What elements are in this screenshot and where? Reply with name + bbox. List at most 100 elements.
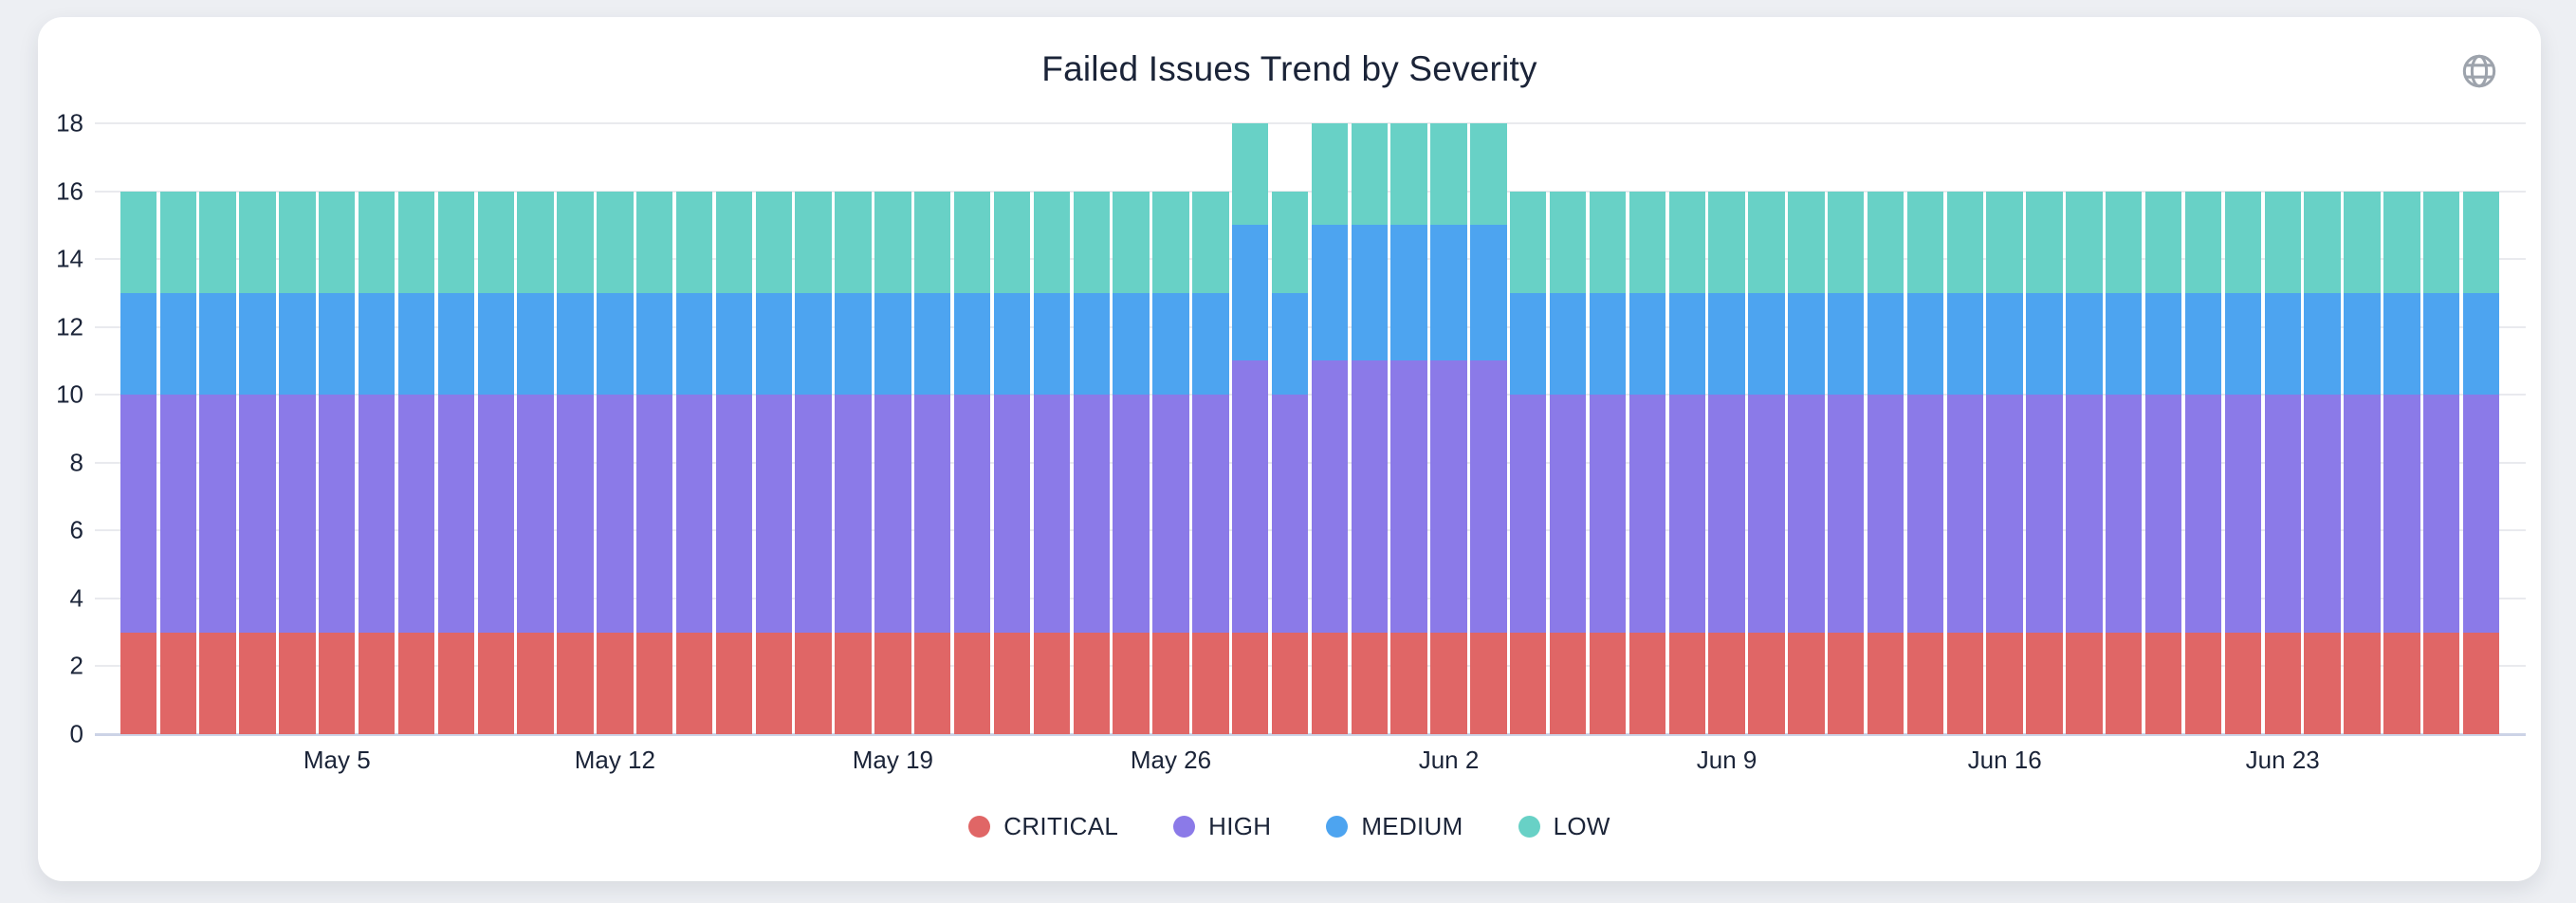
bar-segment-medium-may-5[interactable] <box>319 292 356 396</box>
bar-segment-critical-may-5[interactable] <box>319 632 356 734</box>
bar-segment-low-jun-27[interactable] <box>2422 191 2460 293</box>
bar-segment-medium-jun-19[interactable] <box>2106 292 2143 396</box>
bar-segment-high-may-1[interactable] <box>159 395 197 633</box>
bar-segment-critical-may-22[interactable] <box>993 632 1031 734</box>
bar-segment-low-jun-24[interactable] <box>2304 191 2341 293</box>
bar-segment-low-may-30[interactable] <box>1311 123 1349 226</box>
bar-segment-critical-jun-26[interactable] <box>2383 632 2420 734</box>
bar-segment-medium-may-30[interactable] <box>1311 225 1349 361</box>
bar-segment-high-may-7[interactable] <box>397 395 435 633</box>
bar-segment-medium-may-12[interactable] <box>597 292 634 396</box>
bar-segment-medium-may-11[interactable] <box>557 292 594 396</box>
bar-segment-critical-may-16[interactable] <box>755 632 793 734</box>
bar-segment-low-may-18[interactable] <box>835 191 872 293</box>
bar-segment-low-may-29[interactable] <box>1271 191 1309 293</box>
bar-segment-low-jun-21[interactable] <box>2184 191 2222 293</box>
bar-segment-high-jun-12[interactable] <box>1827 395 1865 633</box>
bar-segment-critical-may-11[interactable] <box>557 632 594 734</box>
bar-segment-low-jun-15[interactable] <box>1946 191 1984 293</box>
bar-segment-high-may-26[interactable] <box>1152 395 1189 633</box>
bar-segment-critical-may-12[interactable] <box>597 632 634 734</box>
bar-segment-medium-may-13[interactable] <box>635 292 673 396</box>
bar-segment-critical-jun-7[interactable] <box>1628 632 1666 734</box>
bar-segment-high-jun-22[interactable] <box>2224 395 2262 633</box>
bar-segment-critical-jun-6[interactable] <box>1589 632 1627 734</box>
bar-segment-critical-jun-28[interactable] <box>2462 632 2500 734</box>
bar-segment-critical-may-25[interactable] <box>1113 632 1150 734</box>
bar-segment-low-apr-30[interactable] <box>120 191 157 293</box>
bar-segment-medium-jun-28[interactable] <box>2462 292 2500 396</box>
bar-segment-high-jun-3[interactable] <box>1470 360 1507 633</box>
bar-segment-low-jun-17[interactable] <box>2026 191 2063 293</box>
bar-segment-medium-jun-16[interactable] <box>1986 292 2023 396</box>
bar-segment-medium-may-2[interactable] <box>199 292 236 396</box>
bar-segment-critical-jun-18[interactable] <box>2066 632 2103 734</box>
bar-segment-critical-may-26[interactable] <box>1152 632 1189 734</box>
bar-segment-critical-may-3[interactable] <box>239 632 276 734</box>
bar-segment-high-jun-9[interactable] <box>1708 395 1745 633</box>
bar-segment-low-may-24[interactable] <box>1073 191 1110 293</box>
bar-segment-high-may-13[interactable] <box>635 395 673 633</box>
bar-segment-medium-apr-30[interactable] <box>120 292 157 396</box>
bar-segment-critical-may-13[interactable] <box>635 632 673 734</box>
bar-segment-medium-may-21[interactable] <box>953 292 991 396</box>
bar-segment-critical-apr-30[interactable] <box>120 632 157 734</box>
bar-segment-critical-jun-12[interactable] <box>1827 632 1865 734</box>
bar-segment-high-may-20[interactable] <box>914 395 951 633</box>
bar-segment-medium-jun-26[interactable] <box>2383 292 2420 396</box>
bar-segment-low-may-19[interactable] <box>874 191 911 293</box>
bar-segment-medium-may-3[interactable] <box>239 292 276 396</box>
bar-segment-high-jun-21[interactable] <box>2184 395 2222 633</box>
bar-segment-high-may-22[interactable] <box>993 395 1031 633</box>
bar-segment-high-jun-15[interactable] <box>1946 395 1984 633</box>
bar-segment-low-may-17[interactable] <box>795 191 832 293</box>
bar-segment-low-may-16[interactable] <box>755 191 793 293</box>
bar-segment-medium-may-1[interactable] <box>159 292 197 396</box>
bar-segment-high-may-8[interactable] <box>437 395 475 633</box>
bar-segment-high-may-21[interactable] <box>953 395 991 633</box>
bar-segment-low-jun-5[interactable] <box>1549 191 1587 293</box>
bar-segment-critical-jun-25[interactable] <box>2344 632 2381 734</box>
bar-segment-critical-may-15[interactable] <box>715 632 753 734</box>
bar-segment-low-jun-6[interactable] <box>1589 191 1627 293</box>
bar-segment-low-may-11[interactable] <box>557 191 594 293</box>
bar-segment-medium-jun-11[interactable] <box>1788 292 1825 396</box>
bar-segment-high-jun-20[interactable] <box>2144 395 2182 633</box>
bar-segment-low-may-27[interactable] <box>1192 191 1229 293</box>
bar-segment-high-jun-16[interactable] <box>1986 395 2023 633</box>
bar-segment-critical-jun-9[interactable] <box>1708 632 1745 734</box>
bar-segment-high-may-17[interactable] <box>795 395 832 633</box>
bar-segment-high-may-14[interactable] <box>675 395 713 633</box>
bar-segment-low-may-12[interactable] <box>597 191 634 293</box>
bar-segment-critical-jun-16[interactable] <box>1986 632 2023 734</box>
bar-segment-medium-may-27[interactable] <box>1192 292 1229 396</box>
bar-segment-critical-jun-20[interactable] <box>2144 632 2182 734</box>
bar-segment-medium-may-9[interactable] <box>477 292 514 396</box>
bar-segment-low-may-23[interactable] <box>1033 191 1071 293</box>
bar-segment-critical-may-29[interactable] <box>1271 632 1309 734</box>
bar-segment-critical-jun-22[interactable] <box>2224 632 2262 734</box>
bar-segment-high-jun-1[interactable] <box>1390 360 1427 633</box>
bar-segment-low-may-2[interactable] <box>199 191 236 293</box>
bar-segment-critical-may-18[interactable] <box>835 632 872 734</box>
bar-segment-high-may-3[interactable] <box>239 395 276 633</box>
bar-segment-high-may-12[interactable] <box>597 395 634 633</box>
bar-segment-medium-jun-1[interactable] <box>1390 225 1427 361</box>
bar-segment-critical-jun-19[interactable] <box>2106 632 2143 734</box>
bar-segment-medium-jun-3[interactable] <box>1470 225 1507 361</box>
bar-segment-medium-may-29[interactable] <box>1271 292 1309 396</box>
bar-segment-low-may-10[interactable] <box>517 191 554 293</box>
bar-segment-low-may-21[interactable] <box>953 191 991 293</box>
bar-segment-high-may-29[interactable] <box>1271 395 1309 633</box>
bar-segment-low-jun-4[interactable] <box>1510 191 1547 293</box>
bar-segment-critical-may-19[interactable] <box>874 632 911 734</box>
bar-segment-critical-may-28[interactable] <box>1231 632 1269 734</box>
bar-segment-critical-may-1[interactable] <box>159 632 197 734</box>
legend-item-low[interactable]: LOW <box>1518 812 1610 841</box>
bar-segment-low-may-20[interactable] <box>914 191 951 293</box>
bar-segment-critical-jun-1[interactable] <box>1390 632 1427 734</box>
bar-segment-low-jun-20[interactable] <box>2144 191 2182 293</box>
bar-segment-critical-may-9[interactable] <box>477 632 514 734</box>
bar-segment-critical-may-24[interactable] <box>1073 632 1110 734</box>
bar-segment-critical-may-31[interactable] <box>1351 632 1389 734</box>
